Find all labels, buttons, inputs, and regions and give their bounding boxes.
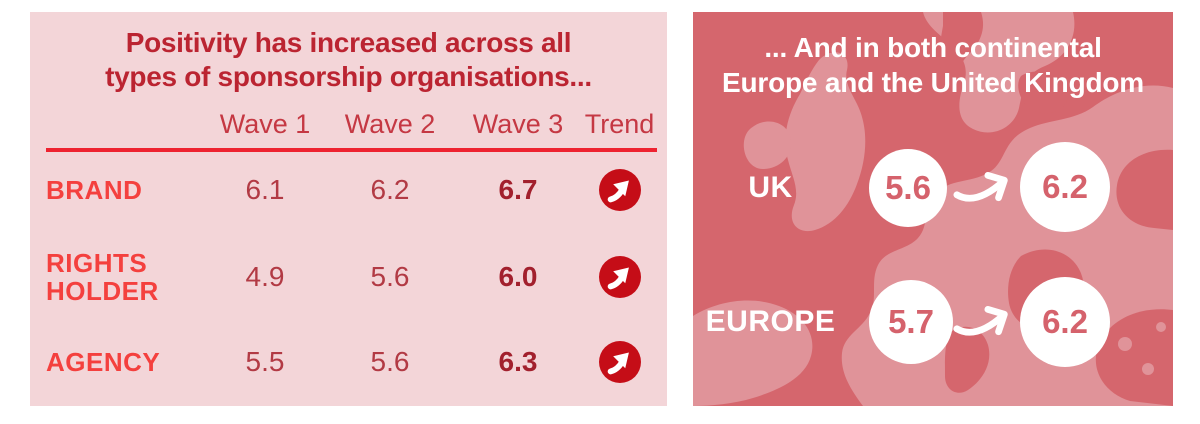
left-panel-title: Positivity has increased across all type… (30, 26, 667, 93)
europe-before-bubble: 5.7 (869, 280, 953, 364)
agency-wave3-value: 6.3 (498, 346, 538, 378)
brand-wave3-value: 6.7 (498, 174, 538, 206)
brand-trend-cell (582, 152, 657, 228)
rights-holder-wave1-value: 4.9 (245, 261, 285, 293)
arrow-right-icon (953, 172, 1008, 202)
rights-holder-wave2-value: 5.6 (370, 261, 410, 293)
comparison-row-uk: UK 5.6 6.2 (693, 142, 1173, 234)
row-label-agency: AGENCY (46, 346, 161, 377)
rights-holder-wave3-value: 6.0 (498, 261, 538, 293)
agency-trend-cell (582, 326, 657, 398)
column-header-wave1: Wave 1 (219, 109, 311, 140)
uk-before-bubble: 5.6 (869, 149, 947, 227)
uk-label: UK (748, 171, 793, 204)
europe-uk-panel: ... And in both continental Europe and t… (693, 12, 1173, 406)
rights-holder-trend-cell (582, 228, 657, 326)
right-title-line2: Europe and the United Kingdom (722, 67, 1144, 98)
arrow-right-icon (953, 306, 1008, 336)
uk-after-bubble: 6.2 (1020, 142, 1110, 232)
table-row-brand: BRAND (46, 152, 204, 228)
header-divider (46, 148, 657, 153)
brand-wave2-value: 6.2 (370, 174, 410, 206)
right-title-line1: ... And in both continental (764, 32, 1102, 63)
left-title-line2: types of sponsorship organisations... (105, 60, 592, 92)
uk-before-value: 5.6 (885, 169, 931, 206)
table-row-agency: AGENCY (46, 326, 204, 398)
sponsorship-table-panel: Positivity has increased across all type… (30, 12, 667, 406)
column-header-trend: Trend (584, 109, 655, 140)
column-header-wave3: Wave 3 (472, 109, 564, 140)
table-row-rights-holder: RIGHTS HOLDER (46, 228, 204, 326)
brand-wave1-value: 6.1 (245, 174, 285, 206)
waves-table: Wave 1 Wave 2 Wave 3 Trend BRAND 6.1 6.2… (46, 109, 657, 398)
right-panel-title: ... And in both continental Europe and t… (693, 30, 1173, 100)
europe-after-value: 6.2 (1042, 303, 1088, 340)
europe-before-value: 5.7 (888, 303, 934, 340)
agency-wave1-value: 5.5 (245, 346, 285, 378)
column-header-wave2: Wave 2 (344, 109, 436, 140)
left-title-line1: Positivity has increased across all (125, 27, 572, 58)
uk-after-value: 6.2 (1042, 168, 1088, 205)
row-label-brand: BRAND (46, 174, 143, 205)
europe-after-bubble: 6.2 (1020, 277, 1110, 367)
trend-up-icon (598, 169, 641, 212)
comparison-row-europe: EUROPE 5.7 6.2 (693, 276, 1173, 368)
trend-up-icon (598, 341, 641, 384)
trend-up-icon (598, 256, 641, 299)
europe-label: EUROPE (705, 305, 836, 338)
row-label-rights-holder: RIGHTS HOLDER (46, 247, 159, 307)
agency-wave2-value: 5.6 (370, 346, 410, 378)
